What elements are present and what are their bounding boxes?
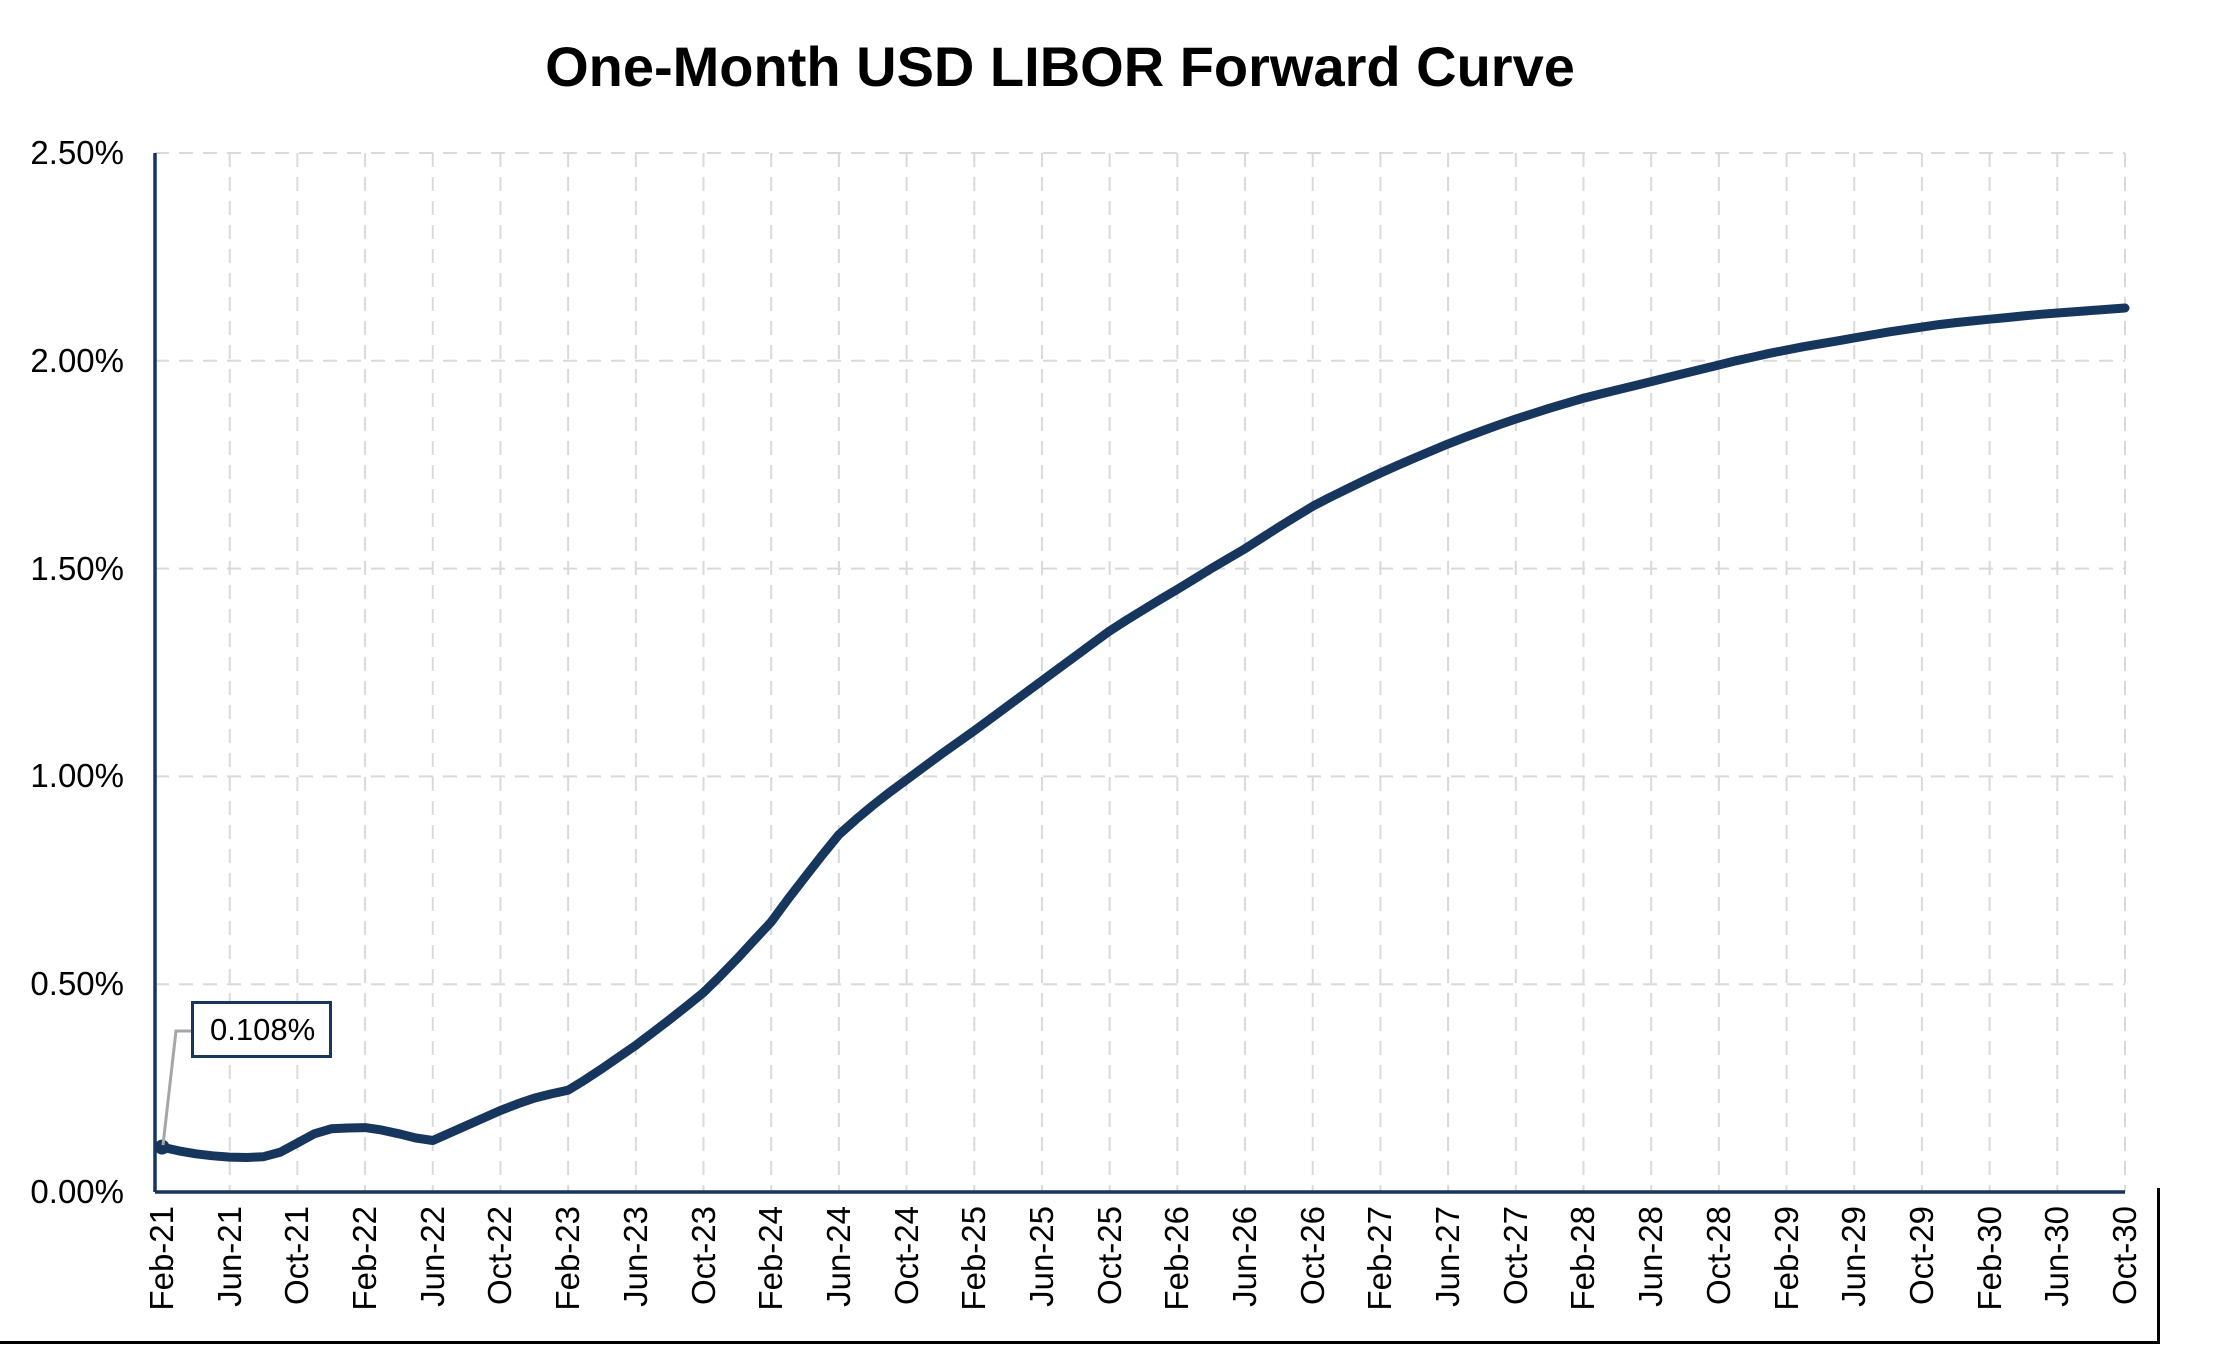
y-axis-label: 1.50%	[30, 549, 124, 587]
x-axis-label: Jun-24	[819, 1206, 857, 1307]
y-axis-label: 2.00%	[30, 341, 124, 379]
x-axis-label: Feb-22	[346, 1206, 384, 1311]
forward-curve-line	[154, 303, 2130, 1162]
annotation-callout: 0.108%	[191, 1001, 332, 1058]
y-axis-label: 0.50%	[30, 965, 124, 1003]
x-axis-label: Feb-23	[549, 1206, 587, 1311]
x-axis-label: Feb-21	[143, 1206, 180, 1311]
x-axis-label: Oct-23	[684, 1206, 722, 1306]
axes	[153, 153, 2125, 1194]
chart-title: One-Month USD LIBOR Forward Curve	[545, 35, 1575, 98]
x-axis-label: Feb-26	[1158, 1206, 1196, 1311]
x-axis-label: Oct-26	[1293, 1206, 1331, 1306]
x-axis-label: Jun-26	[1226, 1206, 1264, 1307]
y-axis-label: 1.00%	[30, 757, 124, 795]
x-axis-label: Oct-27	[1496, 1206, 1534, 1306]
x-axis-label: Jun-30	[2038, 1206, 2076, 1307]
x-axis-label: Oct-21	[278, 1206, 316, 1306]
annotation-leader-line	[161, 1029, 191, 1146]
page-edge-right	[2157, 1188, 2160, 1344]
x-axis-label: Jun-25	[1022, 1206, 1060, 1307]
gridlines	[155, 152, 2126, 1192]
x-axis-label: Oct-28	[1699, 1206, 1737, 1306]
x-axis-label: Feb-28	[1564, 1206, 1602, 1311]
x-axis-label: Jun-28	[1632, 1206, 1670, 1307]
x-axis-label: Jun-27	[1429, 1206, 1467, 1307]
x-axis-label: Jun-22	[413, 1206, 451, 1307]
x-axis-label: Oct-29	[1902, 1206, 1940, 1306]
x-axis-label: Jun-21	[210, 1206, 248, 1307]
x-axis-label: Oct-30	[2106, 1206, 2143, 1306]
x-axis-label: Oct-24	[887, 1206, 925, 1306]
x-axis-label: Oct-22	[481, 1206, 519, 1306]
x-axis-label: Oct-25	[1090, 1206, 1128, 1306]
y-axis-label: 0.00%	[30, 1173, 124, 1210]
x-axis-label: Feb-29	[1767, 1206, 1805, 1311]
page-edge-bottom	[0, 1341, 2160, 1344]
annotation-value: 0.108%	[210, 1012, 316, 1047]
y-axis-label: 2.50%	[30, 134, 124, 171]
x-axis-label: Feb-27	[1361, 1206, 1399, 1311]
x-axis-label: Feb-24	[752, 1206, 790, 1311]
x-axis-label: Jun-29	[1835, 1206, 1873, 1307]
x-axis-label: Feb-30	[1970, 1206, 2008, 1311]
x-axis-label: Feb-25	[955, 1206, 993, 1311]
x-axis-label: Jun-23	[616, 1206, 654, 1307]
